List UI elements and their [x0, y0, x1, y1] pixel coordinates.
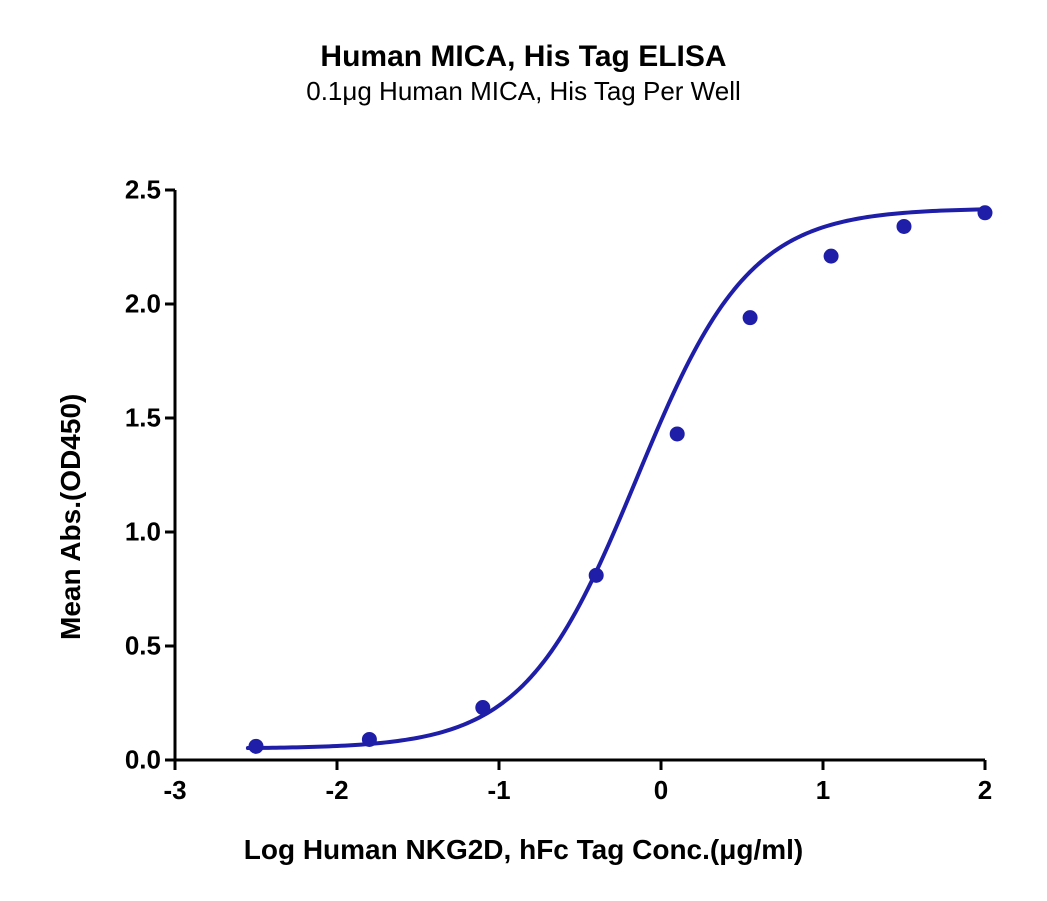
y-tick-label: 0.0	[125, 745, 161, 776]
x-tick-label: 1	[816, 775, 830, 806]
x-tick-label: -1	[487, 775, 510, 806]
x-tick-label: 0	[654, 775, 668, 806]
y-tick-label: 1.0	[125, 517, 161, 548]
x-tick-label: -2	[325, 775, 348, 806]
y-tick-label: 2.5	[125, 175, 161, 206]
chart-container: Human MICA, His Tag ELISA 0.1μg Human MI…	[0, 0, 1047, 901]
y-tick-label: 2.0	[125, 289, 161, 320]
x-tick-label: 2	[978, 775, 992, 806]
y-tick-label: 1.5	[125, 403, 161, 434]
x-tick-label: -3	[163, 775, 186, 806]
y-tick-label: 0.5	[125, 631, 161, 662]
